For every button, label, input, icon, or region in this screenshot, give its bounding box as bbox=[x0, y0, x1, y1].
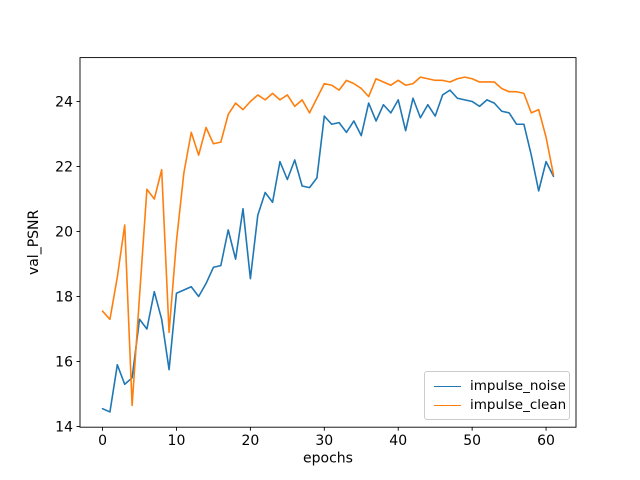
x-tick-label: 60 bbox=[537, 433, 555, 449]
y-tick-label: 16 bbox=[55, 354, 73, 370]
y-tick-label: 22 bbox=[55, 159, 73, 175]
x-tick-label: 10 bbox=[168, 433, 186, 449]
x-tick-label: 30 bbox=[315, 433, 333, 449]
y-axis-label: val_PSNR bbox=[26, 209, 42, 275]
x-axis-label: epochs bbox=[303, 451, 353, 467]
legend: impulse_noise impulse_clean bbox=[424, 371, 570, 420]
y-tick-label: 18 bbox=[55, 289, 73, 305]
series-line-impulse_clean bbox=[101, 76, 555, 407]
x-tick-label: 20 bbox=[241, 433, 259, 449]
legend-line-impulse-clean-icon bbox=[434, 404, 461, 406]
y-tick-label: 14 bbox=[55, 419, 73, 435]
legend-entry-impulse-noise: impulse_noise bbox=[434, 378, 569, 394]
y-tick-label: 24 bbox=[55, 94, 73, 110]
legend-label-impulse-noise: impulse_noise bbox=[470, 378, 566, 394]
series-line-impulse_noise bbox=[101, 89, 555, 413]
legend-label-impulse-clean: impulse_clean bbox=[470, 397, 567, 413]
axes-frame bbox=[79, 57, 577, 428]
x-tick-label: 50 bbox=[463, 433, 481, 449]
x-tick-label: 0 bbox=[98, 433, 107, 449]
legend-entry-impulse-clean: impulse_clean bbox=[434, 397, 569, 413]
x-tick-label: 40 bbox=[389, 433, 407, 449]
y-tick-label: 20 bbox=[55, 224, 73, 240]
legend-line-impulse-noise-icon bbox=[434, 385, 461, 387]
